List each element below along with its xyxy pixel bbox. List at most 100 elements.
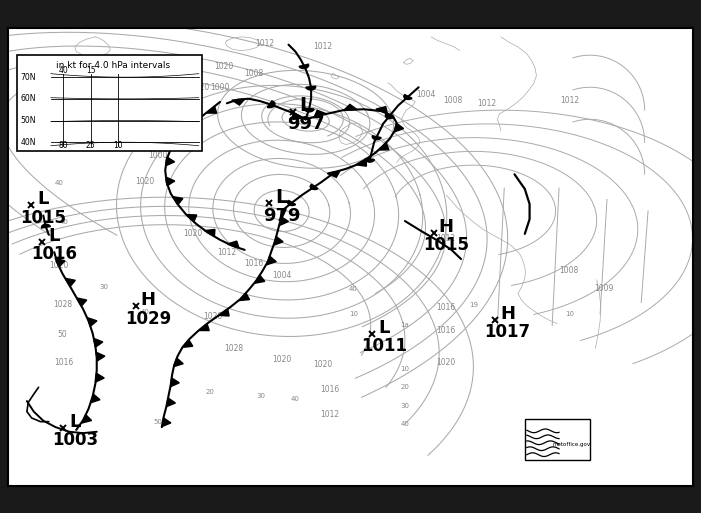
- Polygon shape: [65, 278, 75, 286]
- Polygon shape: [94, 339, 103, 347]
- Text: 1016: 1016: [54, 358, 74, 367]
- Text: 1012: 1012: [477, 99, 497, 108]
- Text: 10: 10: [565, 311, 574, 317]
- Text: L: L: [48, 227, 60, 245]
- Text: 1012: 1012: [217, 248, 236, 256]
- Text: 15: 15: [86, 66, 95, 74]
- Polygon shape: [162, 418, 171, 427]
- Text: 1a: 1a: [400, 323, 409, 328]
- Text: 1004: 1004: [149, 124, 168, 133]
- Text: 30: 30: [400, 403, 409, 409]
- Polygon shape: [227, 241, 239, 248]
- Polygon shape: [174, 358, 183, 367]
- Text: 1016: 1016: [437, 326, 456, 334]
- Text: 1020: 1020: [272, 356, 292, 364]
- Polygon shape: [404, 94, 412, 100]
- Text: 50: 50: [154, 419, 163, 425]
- Polygon shape: [82, 415, 92, 423]
- Polygon shape: [395, 123, 404, 132]
- Polygon shape: [327, 171, 340, 177]
- Text: 10: 10: [400, 366, 409, 372]
- Polygon shape: [314, 110, 327, 117]
- Text: 1020: 1020: [437, 358, 456, 367]
- Text: 1017: 1017: [484, 323, 531, 341]
- Text: 1011: 1011: [362, 337, 407, 355]
- Text: L: L: [275, 188, 288, 207]
- Text: 1012: 1012: [313, 42, 332, 50]
- FancyBboxPatch shape: [525, 419, 590, 460]
- Polygon shape: [172, 196, 183, 205]
- Text: 1012: 1012: [437, 234, 456, 243]
- Polygon shape: [267, 256, 276, 265]
- Polygon shape: [306, 86, 315, 90]
- Text: 1003: 1003: [52, 431, 98, 449]
- Text: 1020: 1020: [183, 229, 203, 239]
- Polygon shape: [206, 106, 217, 113]
- Text: 60N: 60N: [21, 94, 36, 103]
- Polygon shape: [344, 104, 357, 110]
- Text: L: L: [379, 319, 390, 337]
- Text: 40: 40: [60, 220, 68, 225]
- Text: 20: 20: [400, 384, 409, 390]
- Text: 1008: 1008: [559, 266, 579, 275]
- Text: H: H: [439, 218, 454, 236]
- Polygon shape: [280, 216, 289, 225]
- Text: 1016: 1016: [245, 259, 264, 268]
- Polygon shape: [76, 298, 87, 306]
- Polygon shape: [293, 112, 303, 120]
- Polygon shape: [239, 293, 250, 301]
- Polygon shape: [166, 157, 175, 166]
- Text: metoffice.gov: metoffice.gov: [552, 442, 591, 447]
- Text: 1008: 1008: [170, 96, 189, 106]
- Text: in kt for 4.0 hPa intervals: in kt for 4.0 hPa intervals: [55, 61, 170, 70]
- FancyBboxPatch shape: [17, 55, 201, 151]
- Text: 979: 979: [263, 207, 301, 225]
- Text: 1016: 1016: [32, 245, 77, 264]
- Polygon shape: [267, 101, 275, 108]
- Text: 50N: 50N: [21, 116, 36, 125]
- Text: 20: 20: [205, 389, 215, 395]
- Text: 1009: 1009: [594, 284, 613, 293]
- Text: H: H: [141, 291, 156, 309]
- Text: L: L: [299, 96, 312, 115]
- Polygon shape: [198, 324, 209, 330]
- Text: 1024: 1024: [27, 81, 46, 89]
- Text: 1012: 1012: [320, 410, 339, 419]
- Polygon shape: [90, 394, 100, 403]
- Text: 1020: 1020: [313, 360, 332, 369]
- Text: 1016: 1016: [437, 303, 456, 312]
- Text: 1024: 1024: [27, 135, 46, 145]
- Text: 1020: 1020: [203, 312, 223, 321]
- Text: L: L: [38, 190, 49, 208]
- Text: 40N: 40N: [21, 137, 36, 147]
- Text: 1020: 1020: [214, 62, 233, 71]
- Polygon shape: [254, 275, 265, 283]
- Text: 1020: 1020: [50, 262, 69, 270]
- Text: 1020: 1020: [135, 176, 154, 186]
- Polygon shape: [205, 229, 215, 236]
- Polygon shape: [379, 143, 389, 150]
- Text: 19: 19: [469, 302, 478, 308]
- Polygon shape: [166, 398, 175, 407]
- Text: 1008: 1008: [245, 69, 264, 78]
- Polygon shape: [172, 138, 183, 146]
- Text: 1012: 1012: [255, 39, 274, 48]
- Polygon shape: [219, 309, 229, 316]
- Text: 1008: 1008: [443, 96, 463, 106]
- Polygon shape: [287, 201, 296, 206]
- Text: 30: 30: [257, 393, 266, 400]
- Polygon shape: [166, 177, 175, 186]
- Text: 40: 40: [349, 286, 358, 292]
- Polygon shape: [365, 159, 374, 162]
- Polygon shape: [386, 114, 394, 119]
- Text: 1028: 1028: [53, 300, 72, 309]
- Polygon shape: [299, 64, 308, 69]
- Text: 1012: 1012: [559, 96, 579, 106]
- Polygon shape: [95, 373, 104, 382]
- Polygon shape: [55, 259, 65, 267]
- Text: 70N: 70N: [21, 73, 36, 82]
- Text: 40: 40: [58, 66, 68, 74]
- Text: 1004: 1004: [272, 270, 292, 280]
- Polygon shape: [41, 224, 50, 228]
- Text: 1015: 1015: [20, 209, 67, 227]
